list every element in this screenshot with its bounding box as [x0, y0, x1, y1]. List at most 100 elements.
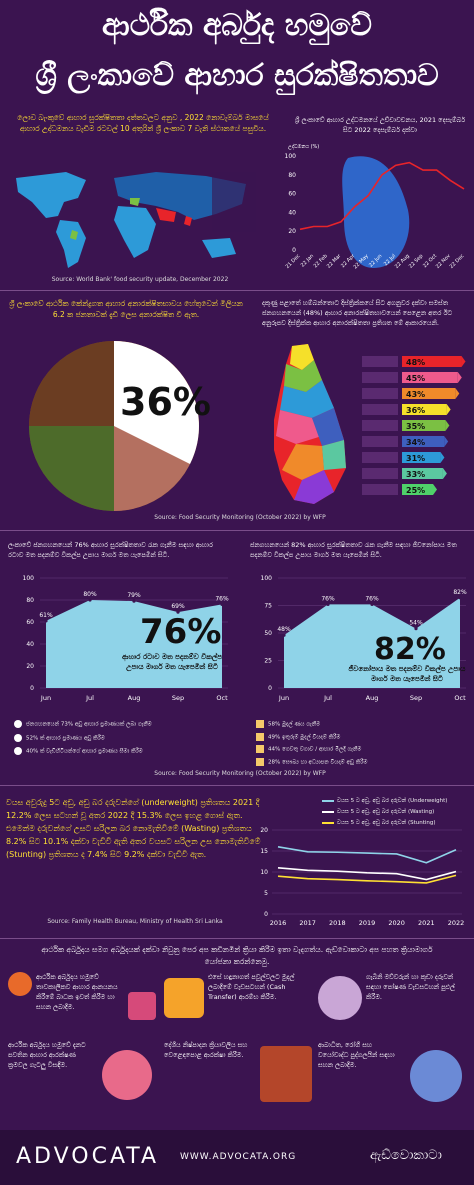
x-tick-label: 2019	[359, 919, 376, 927]
panel7-text: වයස අවුරුදු 5ට අඩු, අඩු බර දරුවන්ගේ (und…	[6, 798, 261, 859]
panel5-caption: ආහාර රටාව මත පදනම්ව විකල්ප උපාය මාර්ග මත…	[122, 653, 222, 671]
policy-card: ගැබිනි මව්වරුන් හා කුඩා දරුවන් සඳහා පෝෂණ…	[318, 972, 468, 1032]
y-tick-label: 15	[260, 848, 268, 855]
wallet-icon	[164, 978, 204, 1018]
market-stall-icon	[260, 1046, 312, 1102]
world-map	[6, 158, 268, 276]
coin-icon	[256, 732, 264, 741]
data-point	[88, 598, 92, 602]
x-tick-label: 2022	[448, 919, 465, 927]
district-bar-tip	[455, 388, 460, 399]
x-tick-label: 2016	[270, 919, 287, 927]
district-bar-label: 48%	[406, 358, 425, 367]
district-bar-label: 31%	[406, 454, 425, 463]
panel3-text: ශ්‍රී ලංකාවේ ආර්ථික කේන්ද්‍රගත ආහාර අනාර…	[9, 299, 243, 319]
legend-right-item: 58% මුදල් ණය ගැනීම	[256, 720, 470, 729]
policy-text: දේශීය නිෂ්පාදන ක්‍රියාවලිය සහ වෙළෙඳපොළ ආ…	[164, 1041, 248, 1059]
people-icon	[8, 972, 32, 996]
district-label-bg	[362, 420, 398, 431]
y-tick-label: 10	[260, 869, 268, 876]
trend-line-0	[277, 846, 457, 864]
x-tick-label: Aug	[366, 694, 379, 702]
panel1-source: Source: World Bank' food security update…	[51, 276, 229, 283]
y-tick-label: 80	[26, 597, 34, 604]
coin-icon	[256, 745, 264, 753]
data-point	[44, 619, 48, 623]
source-middle: Source: Food Security Monitoring (Octobe…	[154, 770, 326, 777]
advocata-logo: ADVOCATA	[16, 1144, 160, 1169]
legend-left-item: ජනගහනයෙන් 73% අඩු ආහාර ප්‍රමාණයක් ලබා ගැ…	[14, 720, 234, 729]
district-bar-label: 33%	[406, 470, 425, 479]
district-bar-tip	[461, 356, 466, 367]
data-point	[220, 602, 224, 606]
district-label-bg	[362, 468, 398, 479]
district-bar-tip	[444, 436, 449, 447]
y-tick-label: 20	[260, 827, 268, 834]
panel7-source: Source: Family Health Bureau, Ministry o…	[47, 918, 223, 925]
panel5-big: 76%	[140, 612, 222, 652]
x-tick-label: Sep	[172, 694, 184, 702]
district-label-bg	[362, 452, 398, 463]
x-tick-label: Jun	[40, 694, 51, 702]
x-tick-label: 2018	[329, 919, 346, 927]
food-pie	[14, 336, 224, 516]
y-tick-label: 80	[288, 172, 296, 179]
footer: ADVOCATA WWW.ADVOCATA.ORG ඇඩ්වොකාටා	[0, 1130, 474, 1185]
district-label-bg	[362, 404, 398, 415]
policy-card: ආබාධිත, රෝගී සහ වයෝවෘද්ධ පුද්ගලයින් සඳහා…	[318, 1040, 468, 1120]
district-bar	[402, 420, 446, 431]
policy-card: ආර්ථික අර්බුදය හමුවේ දැනට පවතින ආහාර ආරක…	[8, 1040, 158, 1120]
data-point	[370, 602, 374, 606]
data-point	[414, 627, 418, 631]
bowl-icon	[14, 720, 22, 728]
y-tick-label: 40	[288, 209, 296, 216]
data-point	[326, 602, 330, 606]
inflation-line	[299, 161, 465, 231]
district-bar-tip	[440, 452, 445, 463]
footer-url[interactable]: WWW.ADVOCATA.ORG	[180, 1152, 297, 1162]
district-bar	[402, 484, 433, 495]
panel1-text: ලොව බැංකුවේ ආහාර සුරක්ෂිතතා දත්තවලට අනුව…	[17, 113, 269, 133]
bowl-icon	[14, 747, 22, 755]
trend-legend: වයස 5 ට අඩු, අඩු බර දරුවන් (Underweight)…	[322, 798, 472, 827]
district-label-bg	[362, 484, 398, 495]
district-bar-label: 45%	[406, 374, 425, 383]
panel6-big: 82%	[374, 632, 446, 667]
x-tick-label: 21 Dec	[285, 253, 302, 270]
data-label: 54%	[409, 620, 423, 627]
y-tick-label: 0	[30, 685, 34, 692]
legend-left: ජනගහනයෙන් 73% අඩු ආහාර ප්‍රමාණයක් ලබා ගැ…	[14, 720, 234, 756]
y-tick-label: 100	[23, 575, 35, 582]
district-label-bg	[362, 388, 398, 399]
x-tick-label: 2021	[418, 919, 435, 927]
panel4-text: දකුණු පළාතේ හම්බන්තොට දිස්ත්‍රික්කයේ සිට…	[262, 299, 453, 327]
policy-card: ආර්ථික අර්බුදය හමුවේ තාවකාලිකව ආහාර ආනයන…	[8, 972, 158, 1032]
trend-legend-item: වයස 5 ට අඩු, අඩු බර දරුවන් (Stunting)	[322, 820, 472, 827]
x-tick-label: Jul	[323, 694, 332, 702]
y-tick-label: 50	[264, 630, 272, 637]
x-tick-label: 22 Mar	[326, 253, 343, 270]
legend-right-item: 49% ඉතුරුම් මුදල් වියදම් කිරීම	[256, 732, 470, 742]
district-label-bg	[362, 372, 398, 383]
inflation-chart: උද්ධමනය (%) 0 20 40 60 80 100 21 Dec 22 Jan 22 F…	[278, 140, 468, 280]
district-bar-tip	[445, 420, 450, 431]
district-bar-label: 25%	[406, 486, 425, 495]
x-tick-label: Oct	[216, 694, 228, 702]
district-bar	[402, 372, 458, 383]
district-bar	[402, 468, 443, 479]
district-bar-label: 43%	[406, 390, 425, 399]
advocata-logo-si: ඇඩ්වොකාටා	[370, 1148, 442, 1163]
x-tick-label: Jun	[278, 694, 289, 702]
y-tick-label: 40	[26, 641, 34, 648]
data-point	[282, 633, 286, 637]
x-tick-label: 22 Dec	[449, 253, 466, 270]
district-bar-label: 35%	[406, 422, 425, 431]
data-label: 80%	[83, 591, 97, 598]
legend-left-item: 52% ක් ආහාර ප්‍රමාණය අඩු කිරීම	[14, 733, 234, 743]
bowl-icon	[14, 733, 22, 742]
y-tick-label: 60	[26, 619, 34, 626]
district-map	[262, 340, 362, 510]
y-tick-label: 100	[285, 153, 297, 160]
x-tick-label: 2020	[388, 919, 405, 927]
y-tick-label: 20	[26, 663, 34, 670]
